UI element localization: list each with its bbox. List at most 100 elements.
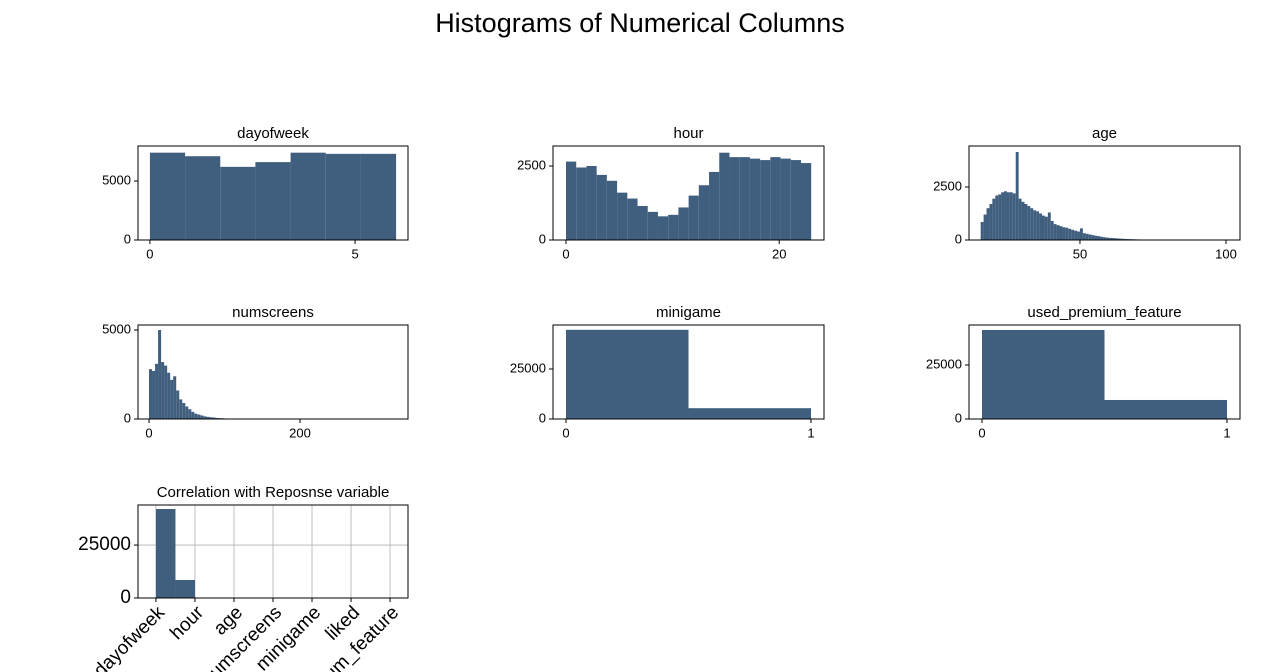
y-tick-label: 0 — [539, 231, 546, 246]
histogram-bar — [164, 365, 168, 419]
histogram-bar — [1021, 201, 1025, 240]
histogram-bar — [170, 379, 174, 419]
histogram-bar — [1018, 198, 1022, 240]
histogram-bar — [1112, 238, 1116, 240]
histogram-bar — [1036, 211, 1040, 240]
histogram-bar — [1030, 208, 1034, 240]
histogram-bar — [1001, 192, 1005, 240]
histogram-bar — [1085, 233, 1089, 240]
histogram-bar — [1012, 193, 1016, 240]
y-tick-label: 0 — [120, 587, 131, 608]
histogram-bar — [1097, 236, 1101, 240]
histogram-bar — [173, 376, 177, 419]
histogram-bar — [566, 161, 577, 240]
panel-title: minigame — [656, 304, 721, 321]
histogram-bar — [206, 416, 210, 419]
histogram-bar — [986, 208, 990, 240]
histogram-bar — [1065, 227, 1069, 240]
panel-title: numscreens — [232, 304, 314, 321]
histogram-bar — [1024, 203, 1028, 240]
histogram-bar — [1117, 238, 1121, 240]
histogram-bar — [215, 417, 219, 419]
histogram-bar — [212, 417, 216, 419]
y-tick-label: 2500 — [517, 157, 546, 172]
y-tick-label: 0 — [955, 231, 962, 246]
x-tick-label: 100 — [1215, 246, 1237, 261]
histogram-bar — [606, 180, 618, 240]
panel-title: dayofweek — [237, 125, 309, 142]
histogram-bar — [185, 406, 189, 419]
histogram-bar — [1068, 228, 1072, 240]
histogram-bar — [1039, 213, 1043, 240]
histogram-bar — [152, 370, 156, 419]
panel-title: used_premium_feature — [1027, 304, 1181, 321]
axes-frame — [968, 145, 1241, 241]
histogram-bar — [1077, 231, 1080, 240]
histogram-bar — [158, 330, 162, 419]
axes-frame — [137, 145, 409, 241]
histogram-bar — [1027, 206, 1031, 240]
histogram-bar — [191, 411, 195, 419]
histogram-bar — [647, 211, 658, 240]
histogram-bar — [995, 195, 999, 240]
axes-frame — [552, 324, 825, 420]
histogram-bar — [290, 152, 326, 240]
axes-frame — [137, 324, 409, 420]
histogram-bar — [179, 399, 183, 419]
axes-frame — [552, 145, 825, 241]
histogram-bar — [161, 362, 165, 419]
figure-title: Histograms of Numerical Columns — [435, 8, 845, 38]
histogram-bar — [360, 153, 397, 240]
histogram-bar — [668, 214, 679, 240]
histogram-bar — [770, 157, 781, 240]
histogram-bar — [729, 157, 740, 240]
x-tick-label: 1 — [807, 425, 814, 440]
histogram-bar — [760, 160, 771, 240]
histogram-bar — [1082, 233, 1086, 240]
histogram-bar — [983, 214, 987, 240]
histogram-bar — [1106, 237, 1110, 240]
histogram-bar — [182, 402, 186, 419]
histogram-bar — [586, 166, 597, 240]
y-tick-label: 25000 — [510, 360, 546, 375]
histogram-bar — [780, 158, 791, 240]
x-tick-label: 20 — [772, 246, 786, 261]
histogram-bar — [698, 185, 710, 240]
histogram-bar — [1059, 226, 1063, 240]
histogram-bar — [1088, 234, 1092, 240]
y-tick-label: 25000 — [926, 356, 962, 371]
histogram-bar — [989, 203, 993, 240]
histogram-bar — [688, 408, 812, 419]
y-tick-label: 0 — [124, 231, 131, 246]
histogram-bar — [167, 372, 171, 419]
y-tick-label: 0 — [124, 410, 131, 425]
x-tick-label: 5 — [351, 246, 358, 261]
histogram-bar — [678, 207, 689, 240]
y-tick-label: 25000 — [78, 534, 131, 555]
histogram-bar — [1120, 238, 1124, 240]
histogram-bar — [194, 413, 198, 419]
axes-frame — [968, 324, 1241, 420]
histogram-bar — [1103, 237, 1107, 240]
y-tick-label: 5000 — [102, 321, 131, 336]
histogram-bar — [155, 509, 176, 598]
x-tick-label: hour — [166, 602, 208, 644]
histogram-bar — [1015, 152, 1019, 240]
y-tick-label: 5000 — [102, 172, 131, 187]
x-tick-label: 0 — [145, 425, 152, 440]
histogram-bar — [255, 162, 291, 240]
histogram-bar — [203, 416, 207, 419]
histogram-bar — [1091, 235, 1095, 240]
histogram-bar — [155, 363, 159, 419]
histogram-bar — [1033, 210, 1037, 240]
histogram-bar — [1100, 236, 1104, 240]
histogram-bar — [1006, 192, 1010, 240]
histogram-bar — [800, 163, 812, 240]
x-tick-label: 0 — [978, 425, 985, 440]
histogram-bar — [657, 216, 669, 240]
histogram-bar — [1044, 216, 1048, 240]
histogram-bar — [1004, 191, 1007, 240]
histogram-bar — [596, 174, 607, 240]
y-tick-label: 0 — [955, 410, 962, 425]
histogram-bar — [1050, 220, 1054, 240]
